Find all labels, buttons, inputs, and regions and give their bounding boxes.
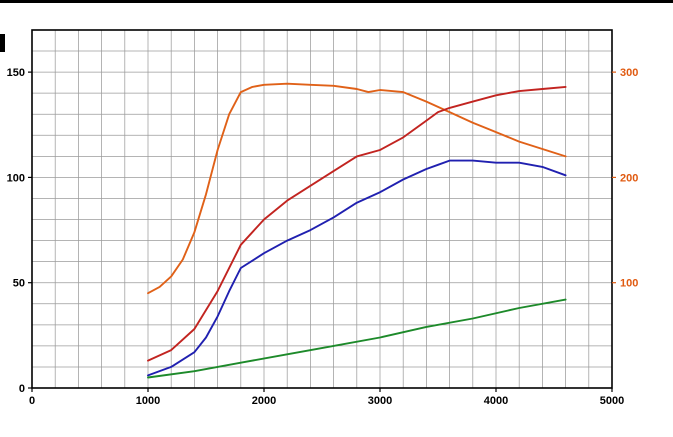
blue-curve	[147, 159, 567, 377]
x-axis-tick-label: 3000	[368, 395, 392, 407]
y-left-tick-label: 0	[19, 383, 25, 395]
x-axis-tick-label: 1000	[136, 395, 160, 407]
plot-frame	[31, 29, 613, 389]
frame-edge-top	[0, 0, 673, 3]
y-right-tick-label: 100	[620, 278, 638, 290]
x-axis-tick-label: 4000	[484, 395, 508, 407]
y-right-tick-label: 200	[620, 172, 638, 184]
red-curve	[147, 85, 567, 362]
y-left-tick-label: 50	[13, 278, 25, 290]
x-axis-tick-label: 5000	[600, 395, 624, 407]
y-right-tick-label: 300	[620, 67, 638, 79]
x-axis-tick-label: 2000	[252, 395, 276, 407]
green-curve	[147, 298, 567, 379]
frame-edge-left	[0, 34, 5, 52]
x-axis-tick-label: 0	[29, 395, 35, 407]
y-left-tick-label: 150	[7, 67, 25, 79]
orange-curve	[147, 82, 567, 295]
y-left-tick-label: 100	[7, 172, 25, 184]
